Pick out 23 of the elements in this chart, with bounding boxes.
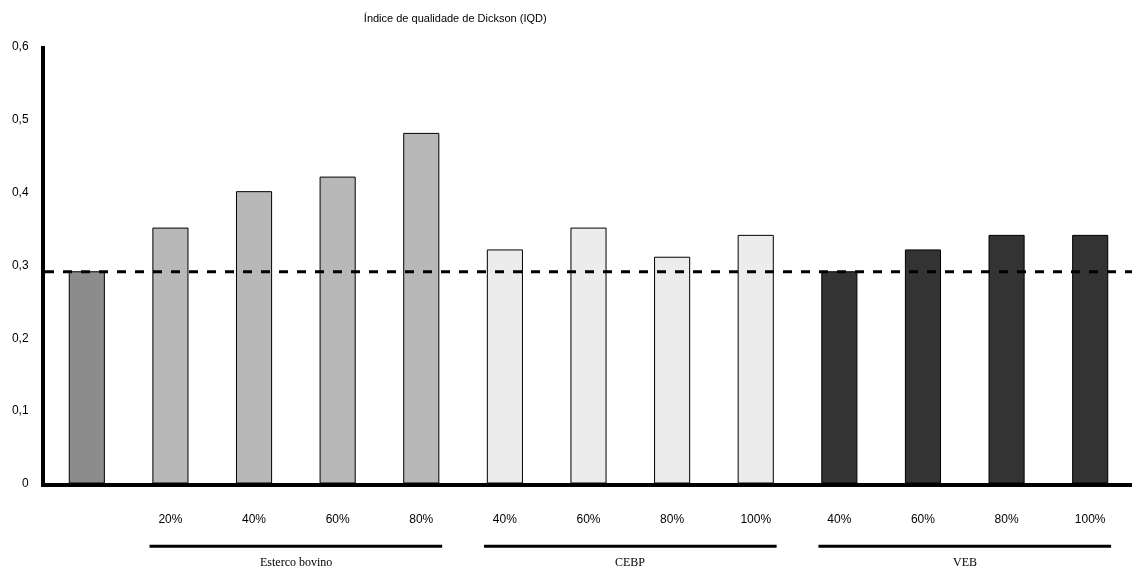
x-tick-label: 40% [242, 512, 267, 527]
x-tick-label: 40% [827, 512, 852, 527]
x-tick-label: 60% [576, 512, 601, 527]
y-tick-label: 0,4 [11, 184, 29, 199]
text: VEB [953, 555, 977, 569]
chart-title: Índice de qualidade de Dickson (IQD) [363, 12, 547, 25]
y-tick-label: 0,2 [11, 330, 29, 345]
x-tick-label: 60% [910, 512, 936, 527]
y-tick-label: 0,1 [11, 403, 29, 418]
x-tick-label: 40% [492, 512, 518, 527]
y-tick-label: 0,6 [11, 39, 29, 54]
y-tick-label: 0,3 [11, 257, 29, 272]
x-tick-label: 80% [409, 512, 434, 527]
x-tick-label: 20% [158, 512, 183, 527]
x-tick-label: 80% [994, 512, 1019, 527]
x-tick-label: 100% [1074, 512, 1106, 527]
text: CEBP [615, 555, 646, 569]
text: Esterco bovino [260, 555, 333, 569]
x-tick-label: 60% [325, 512, 350, 527]
x-tick-label: 100% [740, 512, 772, 527]
y-tick-label: 0,5 [11, 112, 29, 127]
x-tick-label: 80% [660, 512, 685, 527]
y-tick-label: 0 [21, 476, 29, 491]
